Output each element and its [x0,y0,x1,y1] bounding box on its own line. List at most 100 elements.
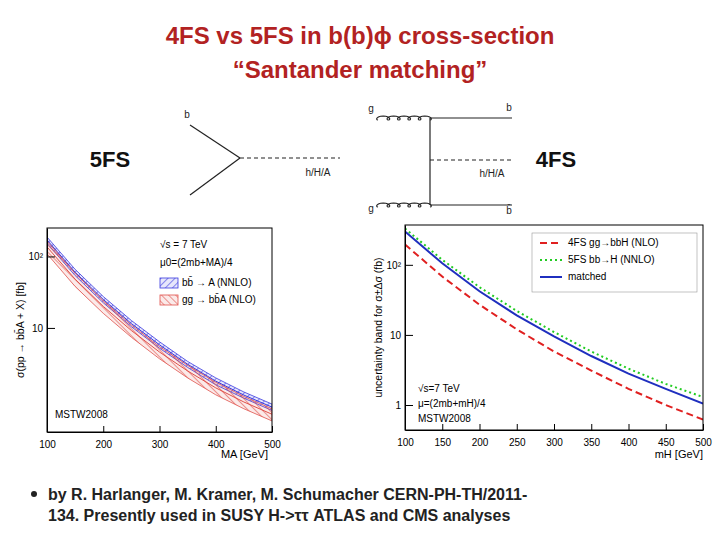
slide-title: “Santander matching” [233,56,488,83]
x-axis-title: MA [GeV] [221,448,268,460]
legend-swatch [160,278,178,288]
x-tick: 350 [583,424,600,448]
y-axis-title: uncertainty band for σ±Δσ (fb) [372,257,384,397]
y-axis-title: σ(pp → bb̄A + X) [fb] [14,282,26,378]
feynman-diagram-4fs: gbh/H/Agb̄ [365,95,525,216]
legend-label: matched [568,271,606,282]
x-tick-mark [517,424,518,430]
x-axis-title: mH [GeV] [655,448,703,460]
x-tick: 200 [95,426,112,450]
slide-canvas: 4FS vs 5FS in b(b)ϕ cross-section “Santan… [0,0,720,540]
gluon [377,203,432,207]
x-tick-label: 450 [658,437,675,448]
y-tick-mark [405,265,413,266]
propagator [430,117,512,118]
x-tick-label: 300 [546,437,563,448]
legend-label: bb̄ → A (NNLO) [182,276,251,288]
scheme-label: 4FS [536,147,576,172]
series-group [405,228,703,419]
feynman-diagram-5fs: b h/H/A [180,95,345,210]
y-tick: 1 [395,400,413,411]
uncertainty-band [47,241,272,421]
particle-label: b [184,109,190,120]
y-tick: 10² [29,251,55,262]
legend-label: gg → bb̄A (NLO) [182,293,256,305]
annotation: μ=(2mb+mH)/4 [418,398,486,409]
y-axis: 10 10² [29,229,55,433]
x-tick: 500 [264,426,281,450]
legend-swatch [160,295,178,305]
y-tick-mark [405,405,413,406]
legend-swatch [540,276,562,278]
y-tick: 10 [32,323,55,334]
diagram-background [180,95,345,210]
x-tick-label: 100 [39,439,56,450]
x-axis: 100200300400500 [39,426,281,450]
particle-label: g [368,103,374,114]
particle-label: b [506,102,512,113]
central-line [47,240,272,407]
x-tick-mark [160,426,161,432]
x-axis-line [406,430,704,431]
slide-title: 4FS vs 5FS in b(b)ϕ cross-section [166,22,555,49]
particle-label: g [368,203,374,214]
x-tick-mark [591,424,592,430]
chart: 1002003004005001010²MA [GeV]σ(pp → bb̄A … [14,228,282,460]
legend: 4FS gg→bbH (NLO)5FS bb→H (NNLO)matched [532,233,697,292]
x-tick-mark [666,424,667,430]
plot-background [47,228,272,432]
y-axis: 11010² [387,226,413,431]
x-tick-label: 100 [397,437,414,448]
y-tick-mark [47,256,55,257]
scheme-label: 5FS [90,147,130,172]
propagator [190,158,240,195]
y-tick-mark [47,328,55,329]
plot-frame [405,225,703,430]
uncertainty-band [47,237,272,410]
y-axis-line [47,229,48,433]
x-tick-label: 200 [95,439,112,450]
x-tick-mark [442,424,443,430]
bullet-text: by R. Harlanger, M. Kramer, M. Schumache… [48,486,527,503]
x-tick-mark [554,424,555,430]
y-axis-line [405,226,406,431]
x-tick-mark [703,424,704,430]
slide: 4FS vs 5FS in b(b)ϕ cross-section “Santan… [0,0,720,540]
y-tick: 10² [387,260,413,271]
x-tick-label: 150 [434,437,451,448]
particle-label: b̄ [506,204,512,216]
x-tick: 300 [546,424,563,448]
legend-swatch [540,259,562,261]
annotation: √s = 7 TeV [160,239,208,250]
particle-label: h/H/A [305,167,330,178]
annotation: MSTW2008 [418,413,471,424]
propagator [430,204,512,205]
x-tick-label: 300 [152,439,169,450]
x-tick-mark [103,426,104,432]
y-tick-label: 10² [387,260,402,271]
x-tick-label: 350 [583,437,600,448]
x-tick-label: 250 [509,437,526,448]
propagator [240,157,340,158]
x-tick-label: 200 [472,437,489,448]
y-tick-label: 10² [29,251,44,262]
annotation: MSTW2008 [55,409,108,420]
x-tick: 250 [509,424,526,448]
annotation: μ0=(2mb+MA)/4 [160,257,233,268]
x-axis: 100150200250300350400450500 [397,424,712,448]
propagator [430,159,512,160]
x-tick: 450 [658,424,675,448]
y-tick-label: 10 [32,323,44,334]
plot-frame [47,228,272,432]
x-tick-mark [272,426,273,432]
series-group [47,237,272,421]
x-tick: 150 [434,424,451,448]
gluon [377,116,432,120]
x-tick: 500 [695,424,712,448]
legend-box [532,233,697,292]
legend-swatch [540,242,562,244]
series-line [405,231,703,403]
x-tick-mark [629,424,630,430]
y-tick-label: 1 [395,400,401,411]
central-line [47,247,272,414]
